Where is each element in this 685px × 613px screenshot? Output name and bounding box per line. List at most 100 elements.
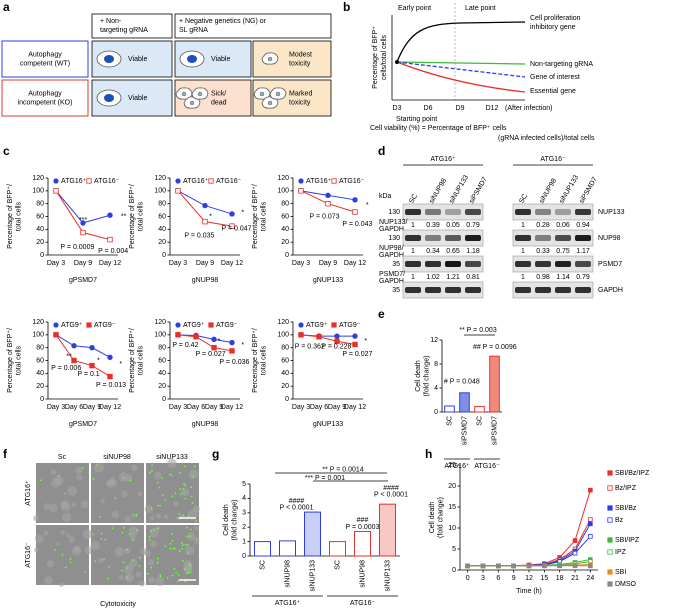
cell-texture bbox=[50, 469, 57, 476]
marker bbox=[107, 212, 113, 218]
legend-marker bbox=[607, 470, 613, 476]
x-tick-label: Day 3 bbox=[47, 404, 65, 411]
cell-texture bbox=[163, 514, 169, 520]
cell-texture bbox=[60, 502, 71, 512]
green-dot bbox=[54, 548, 56, 551]
green-dot bbox=[177, 573, 180, 576]
cell-texture bbox=[128, 526, 139, 536]
marker bbox=[526, 563, 532, 569]
y-tick-label: 100 bbox=[277, 188, 289, 195]
marker bbox=[588, 517, 593, 522]
x-tick-label: Day 6 bbox=[187, 404, 205, 411]
green-dot bbox=[188, 562, 191, 565]
series-line bbox=[177, 190, 233, 215]
green-dot bbox=[187, 552, 189, 555]
lane-label: siPSMD7 bbox=[578, 176, 599, 205]
y-tick-label: 100 bbox=[32, 188, 44, 195]
y-tick-label: 60 bbox=[281, 357, 289, 364]
green-dot bbox=[156, 561, 159, 564]
panel-label: e bbox=[378, 307, 385, 321]
band bbox=[465, 235, 481, 241]
legend-marker bbox=[331, 178, 337, 184]
nucleus-icon bbox=[267, 56, 273, 62]
cell-texture bbox=[147, 559, 155, 567]
cell-texture bbox=[129, 534, 136, 541]
cell-texture bbox=[167, 458, 177, 468]
group-label: ATG16⁺ bbox=[444, 463, 470, 470]
cell-texture bbox=[65, 532, 71, 538]
marker bbox=[107, 236, 113, 243]
band bbox=[535, 209, 551, 215]
nucleus-icon bbox=[104, 55, 114, 63]
y-tick-label: 120 bbox=[32, 175, 44, 182]
annotation: *** P = 0.001 bbox=[305, 475, 345, 482]
x-tick-label: siNUP98 bbox=[284, 560, 291, 588]
legend-label: ATG16⁻ bbox=[339, 178, 365, 185]
cell-text: toxicity bbox=[289, 60, 311, 67]
legend-label: ATG9⁻ bbox=[94, 322, 116, 329]
cell-texture bbox=[155, 576, 165, 587]
green-dot bbox=[131, 559, 134, 562]
bar bbox=[304, 511, 321, 557]
legend-marker bbox=[607, 549, 613, 555]
x-tick-label: Day 3 bbox=[169, 404, 187, 411]
panel-label: a bbox=[3, 0, 10, 14]
green-dot bbox=[64, 566, 67, 569]
bar bbox=[444, 405, 455, 413]
x-tick-label: Day 3 bbox=[292, 260, 310, 267]
annotation: * bbox=[209, 213, 212, 220]
annotation: * bbox=[366, 202, 369, 209]
cell-texture bbox=[43, 503, 51, 511]
legend-label: SBI/Bz/IPZ bbox=[615, 470, 650, 477]
curve bbox=[396, 61, 526, 78]
y-tick-label: 0 bbox=[434, 409, 438, 416]
cell-texture bbox=[155, 513, 162, 519]
bar bbox=[279, 540, 296, 557]
ratio-value: 1 bbox=[521, 274, 525, 281]
marker bbox=[572, 563, 578, 569]
y-tick-label: 80 bbox=[158, 201, 166, 208]
marker bbox=[325, 192, 331, 199]
band bbox=[405, 287, 421, 293]
y-tick-label: 80 bbox=[281, 201, 289, 208]
blot bbox=[512, 229, 594, 247]
annotation: P = 0.42 bbox=[172, 342, 198, 349]
green-dot bbox=[159, 575, 162, 578]
marker bbox=[175, 332, 181, 338]
green-dot bbox=[126, 567, 129, 569]
green-dot bbox=[92, 478, 95, 480]
annotation: * bbox=[218, 338, 221, 345]
bar bbox=[459, 392, 470, 413]
column-header: + Negative genetics (NG) or bbox=[179, 18, 267, 25]
legend-marker bbox=[53, 322, 59, 328]
marker bbox=[107, 373, 113, 380]
bar bbox=[254, 541, 271, 557]
x-axis-label: gNUP98 bbox=[192, 421, 219, 428]
green-dot bbox=[149, 539, 151, 541]
cell-texture bbox=[193, 505, 200, 513]
annotation: P = 0.027 bbox=[196, 351, 226, 358]
y-tick-label: 80 bbox=[36, 345, 44, 352]
curve bbox=[396, 21, 526, 63]
marker bbox=[202, 202, 208, 209]
curve-label: inhibitory gene bbox=[530, 24, 576, 31]
y-tick-label: 0 bbox=[40, 396, 44, 403]
column-header: targeting gRNA bbox=[100, 27, 148, 34]
cell-texture bbox=[33, 515, 39, 522]
green-dot bbox=[190, 495, 193, 498]
x-tick-label: 0 bbox=[466, 575, 470, 582]
band bbox=[515, 235, 531, 241]
curve bbox=[396, 61, 526, 65]
ratio-value: 0.94 bbox=[576, 222, 590, 229]
y-tick-label: 80 bbox=[158, 345, 166, 352]
cell-text: Viable bbox=[211, 56, 230, 63]
start-point bbox=[395, 60, 399, 64]
marker bbox=[352, 341, 358, 348]
bar bbox=[329, 541, 346, 557]
green-dot bbox=[150, 507, 153, 510]
cell-texture bbox=[149, 515, 155, 521]
green-dot bbox=[111, 527, 114, 530]
ratio-value: 1.18 bbox=[466, 248, 480, 255]
band bbox=[425, 209, 441, 215]
